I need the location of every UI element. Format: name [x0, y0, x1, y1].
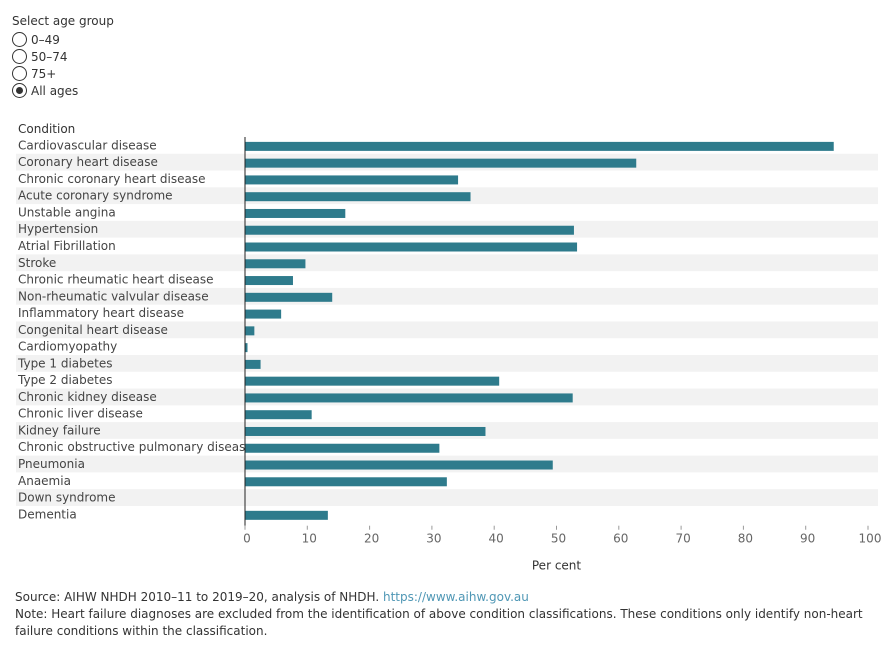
radio-option-50-74[interactable]: 50–74 — [12, 48, 68, 65]
x-axis-ticks: 0 10 20 30 40 50 60 70 80 90 100 — [243, 525, 882, 546]
radio-option-0-49[interactable]: 0–49 — [12, 31, 60, 48]
source-note: Source: AIHW NHDH 2010–11 to 2019–20, an… — [15, 589, 875, 640]
row-band — [16, 489, 878, 506]
bar — [245, 141, 834, 151]
category-label: Congenital heart disease — [18, 323, 168, 337]
category-header: Condition — [18, 122, 75, 136]
x-tick-label: 100 — [859, 532, 882, 546]
source-line: Source: AIHW NHDH 2010–11 to 2019–20, an… — [15, 589, 875, 606]
category-label: Acute coronary syndrome — [18, 189, 173, 203]
x-tick-label: 10 — [302, 532, 317, 546]
source-text: Source: AIHW NHDH 2010–11 to 2019–20, an… — [15, 590, 383, 604]
bar — [245, 292, 333, 302]
category-label: Coronary heart disease — [18, 155, 158, 169]
bar — [245, 208, 346, 218]
radio-button-icon[interactable] — [12, 83, 27, 98]
radio-button-icon[interactable] — [12, 49, 27, 64]
radio-label: 75+ — [31, 66, 57, 81]
category-label: Inflammatory heart disease — [18, 306, 184, 320]
bar — [245, 192, 471, 202]
category-label: Non-rheumatic valvular disease — [18, 289, 209, 303]
bar — [245, 242, 578, 252]
radio-label: All ages — [31, 83, 79, 98]
category-label: Type 1 diabetes — [17, 356, 112, 370]
bar — [245, 359, 261, 369]
radio-option-75-plus[interactable]: 75+ — [12, 65, 56, 82]
x-tick-label: 20 — [364, 532, 379, 546]
category-label: Chronic obstructive pulmonary disease — [18, 440, 253, 454]
bar — [245, 443, 440, 453]
row-band — [16, 254, 878, 272]
category-label: Cardiomyopathy — [18, 340, 117, 354]
source-link[interactable]: https://www.aihw.gov.au — [383, 590, 529, 604]
x-axis-label: Per cent — [532, 559, 582, 573]
radio-option-all-ages[interactable]: All ages — [12, 82, 78, 99]
category-label: Cardiovascular disease — [18, 138, 157, 152]
x-tick-label: 50 — [551, 532, 566, 546]
x-tick-label: 0 — [243, 532, 251, 546]
bar — [245, 175, 459, 185]
radio-button-icon[interactable] — [12, 32, 27, 47]
category-label: Type 2 diabetes — [17, 373, 112, 387]
category-label: Anaemia — [18, 474, 71, 488]
bar — [245, 326, 255, 336]
bar — [245, 343, 248, 353]
bar — [245, 426, 486, 436]
category-label: Chronic liver disease — [18, 407, 143, 421]
bar — [245, 259, 306, 269]
category-label: Pneumonia — [18, 457, 85, 471]
category-label: Unstable angina — [18, 205, 116, 219]
bar — [245, 460, 553, 470]
bar — [245, 276, 293, 286]
category-label: Atrial Fibrillation — [18, 239, 116, 253]
category-label: Kidney failure — [18, 423, 101, 437]
category-label: Stroke — [18, 256, 56, 270]
bar — [245, 393, 573, 403]
bar — [245, 376, 500, 386]
bars — [245, 141, 834, 520]
bar — [245, 410, 312, 420]
radio-label: 0–49 — [31, 32, 60, 47]
bar — [245, 158, 637, 168]
bar — [245, 225, 574, 235]
row-band — [16, 355, 878, 372]
x-tick-label: 70 — [675, 532, 690, 546]
x-tick-label: 40 — [489, 532, 504, 546]
bar — [245, 309, 282, 319]
x-tick-label: 60 — [613, 532, 628, 546]
radio-button-icon[interactable] — [12, 66, 27, 81]
category-label: Chronic kidney disease — [18, 390, 157, 404]
category-labels: Cardiovascular disease Coronary heart dis… — [17, 138, 253, 521]
x-tick-label: 30 — [426, 532, 441, 546]
row-band — [16, 321, 878, 339]
bar — [245, 510, 328, 520]
condition-bar-chart: Condition Cardiovascular disease Coronary… — [16, 122, 882, 573]
x-tick-label: 80 — [738, 532, 753, 546]
age-group-filter-title: Select age group — [12, 14, 114, 28]
bar — [245, 477, 447, 487]
category-label: Down syndrome — [18, 491, 115, 505]
note-text: Note: Heart failure diagnoses are exclud… — [15, 607, 863, 638]
category-label: Chronic rheumatic heart disease — [18, 273, 214, 287]
radio-label: 50–74 — [31, 49, 68, 64]
category-label: Chronic coronary heart disease — [18, 172, 205, 186]
row-band — [16, 287, 878, 305]
category-label: Hypertension — [18, 222, 98, 236]
category-label: Dementia — [18, 507, 77, 521]
x-tick-label: 90 — [800, 532, 815, 546]
